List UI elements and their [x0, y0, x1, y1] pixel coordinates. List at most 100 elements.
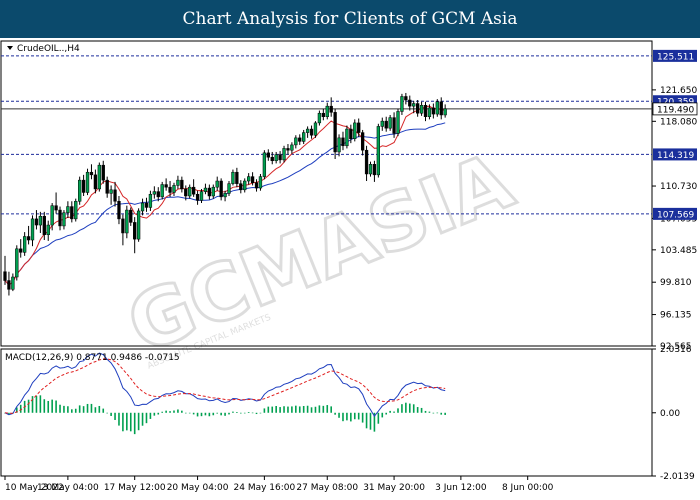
bullish-candle [396, 111, 400, 134]
time-axis-label: 17 May 12:00 [104, 483, 166, 493]
macd-histogram-bar [275, 405, 277, 413]
macd-histogram-bar [232, 411, 234, 413]
bullish-candle [62, 212, 66, 227]
price-panel-frame [0, 40, 653, 347]
price-axis-label: 121.650 [660, 86, 697, 96]
bullish-candle [317, 112, 322, 124]
macd-histogram-bar [184, 412, 187, 414]
macd-histogram-bar [169, 411, 171, 413]
bullish-candle [345, 128, 349, 147]
macd-histogram-bar [389, 410, 391, 413]
bearish-candle [431, 107, 436, 115]
bearish-candle [416, 103, 420, 114]
macd-histogram-bar [78, 405, 81, 413]
macd-histogram-bar [122, 412, 124, 432]
bearish-candle [384, 120, 388, 129]
macd-histogram-bar [373, 412, 376, 432]
price-chart-title: CrudeOIL..,H4 [17, 44, 80, 54]
bullish-candle [125, 209, 129, 234]
bullish-candle [160, 184, 164, 198]
bearish-candle [392, 117, 396, 134]
macd-histogram-bar [397, 408, 399, 413]
bullish-candle [282, 148, 286, 161]
macd-histogram-bar [137, 412, 140, 431]
macd-histogram-bar [173, 410, 175, 413]
macd-histogram-bar [188, 412, 191, 414]
macd-histogram-bar [51, 399, 53, 413]
macd-histogram-bar [436, 412, 439, 414]
bullish-candle [325, 105, 329, 117]
bearish-candle [349, 128, 353, 139]
bearish-candle [3, 271, 7, 281]
bullish-candle [380, 120, 384, 127]
bearish-candle [329, 105, 333, 113]
bullish-candle [435, 101, 439, 115]
level-label-box [653, 207, 697, 220]
bullish-candle [419, 105, 424, 114]
macd-histogram-bar [338, 412, 340, 418]
macd-histogram-bar [412, 404, 415, 413]
bearish-candle [372, 164, 377, 176]
bullish-candle [412, 103, 416, 107]
bullish-candle [313, 122, 318, 136]
macd-axis-label: -2.0139 [660, 472, 695, 482]
macd-histogram-bar [204, 412, 207, 416]
bullish-candle [305, 128, 310, 133]
bearish-candle [34, 218, 39, 226]
bullish-candle [215, 180, 219, 188]
macd-histogram-bar [157, 412, 160, 415]
macd-histogram-bar [71, 409, 73, 413]
macd-histogram-bar [114, 412, 116, 420]
macd-histogram-bar [67, 406, 69, 413]
bullish-candle [136, 210, 141, 240]
bearish-candle [195, 193, 200, 201]
level-label-box [653, 49, 697, 62]
bullish-candle [427, 107, 432, 117]
bearish-candle [101, 164, 105, 181]
bearish-candle [360, 132, 365, 151]
bullish-candle [211, 186, 215, 197]
bullish-candle [337, 137, 341, 153]
bullish-candle [152, 191, 156, 195]
bearish-candle [117, 201, 121, 220]
bullish-candle [78, 179, 82, 202]
bullish-candle [199, 191, 204, 201]
bearish-candle [266, 152, 270, 158]
bearish-candle [423, 105, 428, 117]
macd-histogram-bar [365, 412, 368, 429]
bearish-candle [26, 236, 31, 241]
macd-histogram-bar [181, 410, 183, 413]
bearish-candle [7, 280, 11, 290]
macd-histogram-bar [295, 405, 297, 413]
macd-histogram-bar [15, 407, 18, 413]
bullish-candle [353, 122, 357, 139]
symbol-menu-triangle-icon[interactable] [7, 46, 13, 50]
bearish-candle [341, 137, 345, 147]
macd-histogram-bar [31, 396, 34, 413]
bearish-candle [357, 122, 361, 133]
macd-histogram-bar [216, 412, 219, 414]
macd-histogram-bar [212, 412, 215, 416]
bearish-candle [239, 183, 243, 191]
macd-histogram-bar [153, 412, 156, 416]
macd-histogram-bar [393, 411, 395, 413]
macd-histogram-bar [255, 412, 258, 415]
bearish-candle [19, 248, 23, 253]
bearish-candle [207, 187, 212, 197]
bullish-candle [274, 154, 278, 162]
macd-histogram-bar [90, 403, 93, 413]
bearish-candle [270, 156, 274, 162]
time-axis-label: 8 Jun 00:00 [502, 483, 554, 493]
macd-histogram-bar [224, 412, 226, 416]
macd-histogram-bar [263, 408, 266, 413]
time-axis-label: 13 May 04:00 [37, 483, 99, 493]
macd-histogram-bar [39, 395, 42, 413]
bullish-candle [85, 171, 90, 193]
macd-histogram-bar [240, 412, 242, 414]
time-axis-label: 3 Jun 12:00 [435, 483, 487, 493]
bullish-candle [97, 164, 101, 190]
macd-histogram-bar [369, 412, 372, 430]
bearish-candle [129, 209, 133, 223]
bullish-candle [23, 236, 27, 253]
time-axis-label: 31 May 20:00 [363, 483, 425, 493]
